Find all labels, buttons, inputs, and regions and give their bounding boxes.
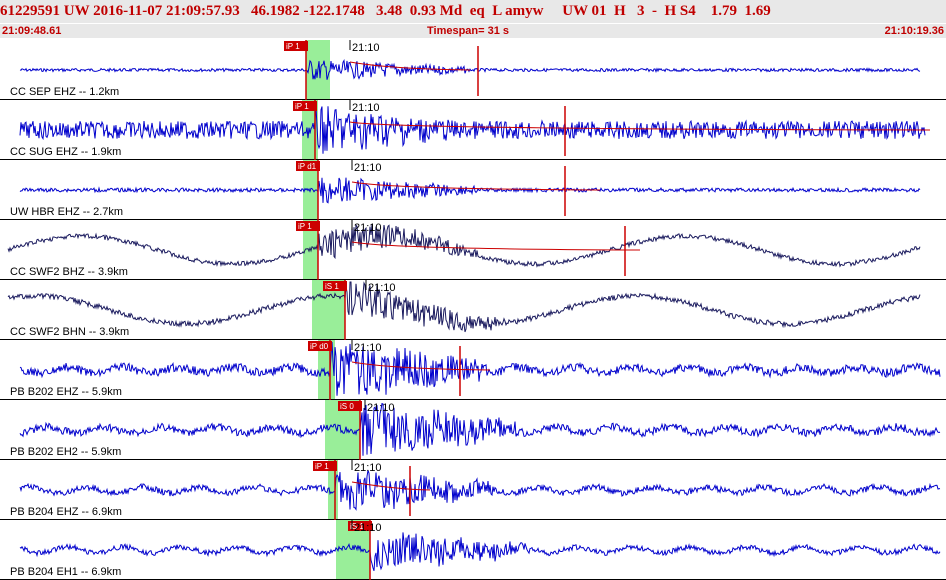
coda-envelope xyxy=(351,361,491,371)
channel-label: CC SEP EHZ -- 1.2km xyxy=(10,86,119,98)
event-summary-line: 61229591 UW 2016-11-07 21:09:57.93 46.19… xyxy=(0,1,946,21)
time-tick-label: 21:10 xyxy=(354,342,382,354)
separator-dash: - xyxy=(651,3,657,19)
count: 3 xyxy=(636,3,645,19)
time-tick-label: 21:10 xyxy=(367,402,395,414)
phase-pick-label: iP 1 xyxy=(295,102,309,111)
phase-pick-flag[interactable] xyxy=(313,461,337,471)
event-type: eq xyxy=(469,3,485,19)
trace-panel[interactable]: iP d1 21:10 UW HBR EHZ -- 2.7km xyxy=(0,160,946,220)
trace-panel[interactable]: iS 1 21:10 CC SWF2 BHN -- 3.9km xyxy=(0,280,946,340)
time-tick-label: 21:10 xyxy=(354,162,382,174)
channel-label: UW HBR EHZ -- 2.7km xyxy=(10,206,123,218)
waveform-trace xyxy=(19,402,941,456)
origin-network: UW xyxy=(562,3,588,19)
phase-pick-flag[interactable] xyxy=(308,341,332,351)
time-tick-label: 21:10 xyxy=(368,282,396,294)
phase-pick-flag[interactable] xyxy=(296,161,320,171)
longitude: -122.1748 xyxy=(303,3,365,19)
start-time: 21:09:48.61 xyxy=(2,25,62,37)
value-2: 1.69 xyxy=(744,3,771,19)
trace-panel[interactable]: iS 0 21:10 PB B202 EH2 -- 5.9km xyxy=(0,400,946,460)
coda-envelope xyxy=(349,61,471,71)
time-tick-label: 21:10 xyxy=(354,462,382,474)
waveform-trace xyxy=(19,59,921,80)
location-flag: L xyxy=(492,3,502,19)
coda-envelope xyxy=(351,181,601,191)
time-axis-header: 21:09:48.61 Timespan= 31 s 21:10:19.36 xyxy=(0,24,946,38)
coda-envelope xyxy=(351,241,641,251)
phase-pick-label: iP 1 xyxy=(286,42,300,51)
waveform-trace xyxy=(7,224,921,268)
time-tick-label: 21:10 xyxy=(354,522,382,534)
waveform-trace xyxy=(19,106,926,154)
channel-label: PB B202 EH2 -- 5.9km xyxy=(10,446,121,458)
trace-panel[interactable]: iP 1 21:10 PB B204 EHZ -- 6.9km xyxy=(0,460,946,520)
timespan: Timespan= 31 s xyxy=(427,25,510,37)
phase-pick-flag[interactable] xyxy=(323,281,347,291)
channel-label: PB B204 EHZ -- 6.9km xyxy=(10,506,122,518)
channel-label: PB B204 EH1 -- 6.9km xyxy=(10,566,121,578)
coda-envelope xyxy=(351,481,431,491)
arrival-window xyxy=(328,460,338,520)
arrival-window xyxy=(302,100,318,160)
phase-pick-label: iS 1 xyxy=(350,522,364,531)
phase-pick-label: iP d1 xyxy=(298,162,317,171)
waveform-trace xyxy=(19,470,941,511)
channel-label: CC SWF2 BHN -- 3.9km xyxy=(10,326,129,338)
phase-pick-label: iS 0 xyxy=(340,402,354,411)
channel-label: PB B202 EHZ -- 5.9km xyxy=(10,386,122,398)
event-header: 61229591 UW 2016-11-07 21:09:57.93 46.19… xyxy=(0,0,946,23)
value-1: 1.79 xyxy=(710,3,737,19)
depth: 3.48 xyxy=(375,3,403,19)
time-tick-label: 21:10 xyxy=(352,102,380,114)
trace-panel[interactable]: iP d0 21:10 PB B202 EHZ -- 5.9km xyxy=(0,340,946,400)
trace-panel[interactable]: iS 121:10 PB B204 EH1 -- 6.9km xyxy=(0,520,946,580)
trace-panel[interactable]: iP 1 21:10 CC SEP EHZ -- 1.2km xyxy=(0,40,946,100)
phase-pick-flag[interactable] xyxy=(284,41,308,51)
end-time: 21:10:19.36 xyxy=(884,25,944,37)
channel-label: CC SUG EHZ -- 1.9km xyxy=(10,146,121,158)
time-tick-label: 21:10 xyxy=(352,42,380,54)
time-tick-label: 21:10 xyxy=(354,222,382,234)
magnitude: 0.93 xyxy=(409,3,436,19)
phase-pick-label: iS 1 xyxy=(325,282,339,291)
phase-pick-label: iP 1 xyxy=(298,222,312,231)
phase-pick-flag[interactable] xyxy=(338,401,362,411)
trace-panel[interactable]: iP 1 21:10 CC SWF2 BHZ -- 3.9km xyxy=(0,220,946,280)
waveform-trace xyxy=(19,341,941,396)
phase-pick-label: iP d0 xyxy=(310,342,329,351)
magnitude-type: Md xyxy=(439,3,463,19)
origin-version: 01 xyxy=(591,3,607,19)
phase-pick-flag[interactable] xyxy=(348,521,372,531)
waveform-trace xyxy=(19,532,941,572)
phase-pick-flag[interactable] xyxy=(293,101,317,111)
author: amyw xyxy=(505,3,544,19)
trace-panel[interactable]: iP 1 21:10 CC SUG EHZ -- 1.9km xyxy=(0,100,946,160)
seismogram-plot[interactable]: iP 1 21:10 CC SEP EHZ -- 1.2km iP 1 21:10 CC … xyxy=(0,40,946,580)
channel-label: CC SWF2 BHZ -- 3.9km xyxy=(10,266,128,278)
waveform-trace xyxy=(7,281,921,333)
quality-code: H S4 xyxy=(664,3,696,19)
network: UW xyxy=(63,3,90,19)
event-id: 61229591 xyxy=(0,3,60,19)
phase-pick-label: iP 1 xyxy=(315,462,329,471)
latitude: 46.1982 xyxy=(250,3,300,19)
quality-h: H xyxy=(614,3,626,19)
waveform-trace xyxy=(19,177,921,204)
coda-envelope xyxy=(349,121,931,131)
origin-datetime: 2016-11-07 21:09:57.93 xyxy=(93,3,240,19)
phase-pick-flag[interactable] xyxy=(296,221,320,231)
